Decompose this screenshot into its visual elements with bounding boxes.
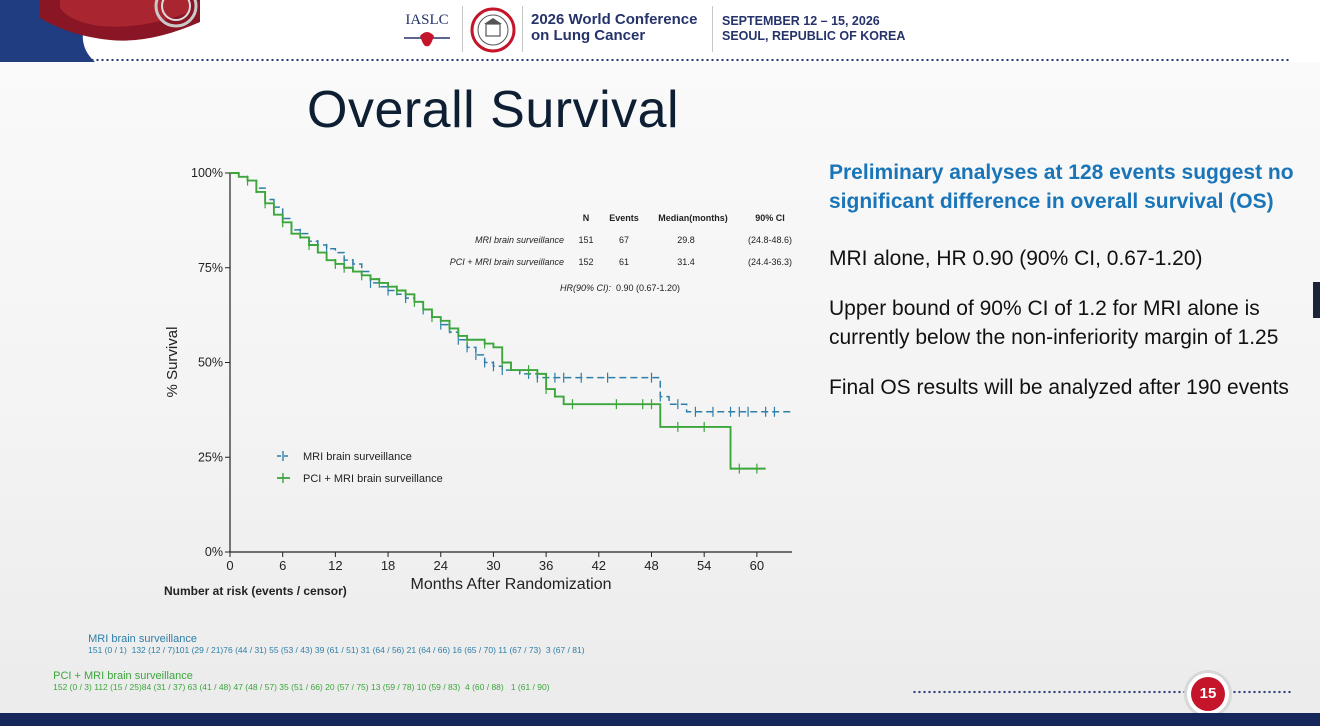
- header-separator: [462, 6, 463, 52]
- x-tick-label: 42: [592, 558, 606, 573]
- summary-col-n: N: [583, 213, 590, 223]
- y-tick-label: 100%: [191, 166, 223, 180]
- page-number: 15: [1191, 677, 1225, 711]
- summary-row-label: MRI brain surveillance: [475, 235, 564, 245]
- conference-seal-icon: [470, 7, 516, 53]
- corner-graphic: [0, 0, 200, 62]
- hr-label: HR(90% CI):: [560, 283, 612, 293]
- finding-final-analysis: Final OS results will be analyzed after …: [829, 376, 1289, 399]
- risk-row-values: 151 (0 / 1) 132 (12 / 7)101 (29 / 21)76 …: [88, 645, 585, 655]
- risk-row-label: PCI + MRI brain surveillance: [53, 670, 193, 682]
- finding-hr: MRI alone, HR 0.90 (90% CI, 0.67-1.20): [829, 247, 1203, 270]
- iaslc-logo: IASLC: [404, 12, 450, 47]
- summary-col-ci: 90% CI: [755, 213, 785, 223]
- conference-dates: SEPTEMBER 12 – 15, 2026 SEOUL, REPUBLIC …: [722, 14, 906, 43]
- summary-row-label: PCI + MRI brain surveillance: [450, 257, 564, 267]
- legend-label-mri: MRI brain surveillance: [303, 451, 412, 463]
- summary-row-n: 152: [578, 257, 593, 267]
- x-tick-label: 12: [328, 558, 342, 573]
- risk-row-mri: MRI brain surveillance 151 (0 / 1) 132 (…: [77, 622, 585, 667]
- summary-row-median: 31.4: [677, 257, 695, 267]
- x-tick-label: 30: [486, 558, 500, 573]
- y-tick-label: 75%: [198, 261, 223, 275]
- summary-row-events: 67: [619, 235, 629, 245]
- x-tick-label: 60: [750, 558, 764, 573]
- y-axis-label: % Survival: [164, 327, 181, 398]
- findings-highlight: Preliminary analyses at 128 events sugge…: [829, 161, 1294, 213]
- x-tick-label: 54: [697, 558, 711, 573]
- y-tick-label: 25%: [198, 450, 223, 464]
- x-axis-label: Months After Randomization: [411, 576, 612, 593]
- km-curve-pci: [230, 172, 766, 470]
- x-tick-label: 18: [381, 558, 395, 573]
- x-tick-label: 48: [644, 558, 658, 573]
- risk-row-pci: PCI + MRI brain surveillance 152 (0 / 3)…: [42, 659, 550, 704]
- x-tick-label: 6: [279, 558, 286, 573]
- header-separator: [712, 6, 713, 52]
- risk-row-label: MRI brain surveillance: [88, 633, 197, 645]
- summary-row-median: 29.8: [677, 235, 695, 245]
- header-dotted-rule: [0, 58, 1290, 62]
- x-tick-label: 36: [539, 558, 553, 573]
- hr-value: 0.90 (0.67-1.20): [616, 283, 680, 293]
- summary-col-events: Events: [609, 213, 639, 223]
- conference-header: IASLC 2026 World Conference on Lung Canc…: [0, 0, 1320, 62]
- legend-label-pci: PCI + MRI brain surveillance: [303, 473, 443, 485]
- summary-row-events: 61: [619, 257, 629, 267]
- risk-row-values: 152 (0 / 3) 112 (15 / 25)84 (31 / 37) 63…: [53, 682, 550, 692]
- summary-row-n: 151: [578, 235, 593, 245]
- key-findings: Preliminary analyses at 128 events sugge…: [829, 158, 1299, 423]
- y-tick-label: 0%: [205, 545, 223, 559]
- chart-plot-area: [230, 172, 792, 474]
- summary-col-median: Median(months): [658, 213, 728, 223]
- footer-dotted-rule: [912, 690, 1292, 694]
- summary-row-ci: (24.4-36.3): [748, 257, 792, 267]
- x-tick-label: 24: [434, 558, 448, 573]
- risk-table-title: Number at risk (events / censor): [164, 584, 347, 598]
- edge-marker: [1313, 282, 1320, 318]
- conference-title: 2026 World Conference on Lung Cancer: [531, 11, 698, 44]
- x-tick-label: 0: [226, 558, 233, 573]
- slide-title: Overall Survival: [307, 81, 680, 139]
- y-tick-label: 50%: [198, 356, 223, 370]
- summary-table: N Events Median(months) 90% CI MRI brain…: [450, 213, 792, 293]
- chart-axes: 0 6 12 18 24 30 36 42 48 54 60 0% 25% 50% 75% 100%: [191, 166, 792, 573]
- header-separator: [522, 6, 523, 52]
- page-number-badge: 15: [1184, 670, 1232, 718]
- finding-upper-bound: Upper bound of 90% CI of 1.2 for MRI alo…: [829, 297, 1279, 349]
- summary-row-ci: (24.8-48.6): [748, 235, 792, 245]
- footer-bar: [0, 713, 1320, 726]
- iaslc-text: IASLC: [405, 12, 448, 28]
- chart-legend: MRI brain surveillance PCI + MRI brain s…: [277, 451, 443, 485]
- km-curve-mri: [230, 172, 792, 413]
